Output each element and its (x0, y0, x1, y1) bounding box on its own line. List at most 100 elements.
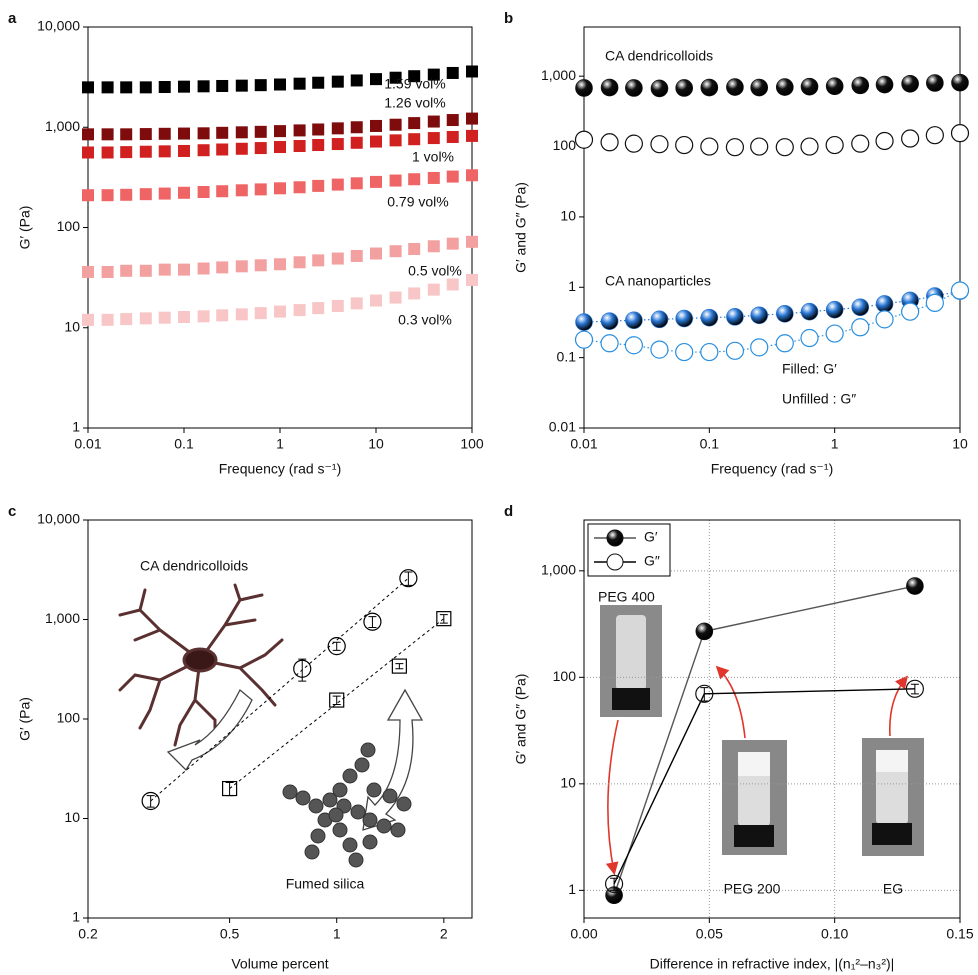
data-point (800, 328, 819, 348)
data-point (466, 129, 478, 142)
y-tick-label: 1 (72, 419, 80, 435)
data-point (197, 127, 210, 140)
fit-line (150, 577, 409, 802)
data-point (158, 311, 171, 324)
data-point (312, 139, 325, 152)
data-point (695, 622, 714, 641)
data-point (389, 118, 402, 131)
annotation: EG (883, 881, 903, 897)
x-tick-label: 10 (952, 436, 968, 452)
annotation: PEG 200 (724, 881, 781, 897)
data-point (158, 127, 171, 140)
error-bar (146, 795, 155, 808)
annotation: CA dendricolloids (605, 48, 713, 64)
data-point (370, 175, 382, 188)
data-point (725, 138, 745, 157)
x-tick-label: 0.2 (78, 926, 98, 942)
data-point (624, 134, 643, 153)
data-point (726, 78, 744, 96)
data-point (574, 130, 594, 149)
data-point (101, 146, 114, 159)
data-point (350, 297, 363, 310)
error-bar (332, 641, 341, 651)
x-tick-label: 0.01 (74, 436, 101, 452)
data-point (575, 313, 593, 331)
annotation: Fumed silica (286, 876, 365, 892)
data-point (197, 186, 210, 199)
data-point (575, 79, 593, 97)
data-point (436, 611, 452, 627)
vial-photos (600, 605, 924, 856)
data-point (600, 78, 619, 97)
data-point (141, 791, 160, 811)
data-point (178, 127, 190, 140)
y-tick-label: 10 (560, 208, 576, 224)
x-tick-label: 0.1 (700, 436, 720, 452)
data-point (650, 340, 669, 359)
annotation: Unfilled : G″ (782, 391, 856, 407)
data-point (408, 70, 421, 83)
y-axis-label: G′ and G″ (Pa) (513, 674, 529, 765)
plot-frame (87, 26, 473, 429)
data-point (82, 189, 94, 202)
data-point (331, 122, 344, 135)
data-point (675, 342, 694, 362)
data-point (427, 171, 440, 184)
data-point (350, 249, 363, 262)
data-point (427, 283, 440, 296)
data-point (775, 78, 794, 96)
y-tick-label: 0.1 (557, 348, 577, 364)
y-tick-label: 1 (72, 909, 80, 925)
data-point (925, 126, 944, 145)
data-point (408, 133, 421, 146)
data-point (101, 189, 114, 202)
data-point (446, 278, 459, 291)
y-tick-label: 10 (64, 318, 80, 334)
data-point (178, 144, 190, 157)
data-point (427, 115, 440, 128)
data-point (82, 313, 94, 326)
pointer-arrows (605, 665, 909, 876)
x-tick-label: 0.05 (696, 926, 723, 942)
data-point (312, 123, 325, 136)
data-point (625, 79, 643, 97)
x-axis-label: Frequency (rad s⁻¹) (711, 461, 834, 477)
data-point (700, 137, 719, 156)
x-tick-label: 0.15 (946, 926, 973, 942)
data-point (82, 128, 94, 141)
data-point (312, 179, 325, 192)
data-point (235, 142, 248, 155)
data-point (825, 77, 844, 96)
series-label: 0.3 vol% (398, 312, 452, 328)
data-point (216, 126, 229, 139)
data-point (466, 65, 478, 78)
data-point (82, 265, 94, 278)
data-point (446, 66, 459, 79)
y-tick-label: 1 (568, 881, 576, 897)
data-point (604, 874, 624, 893)
data-point (158, 263, 171, 276)
data-point (197, 310, 210, 323)
legend-marker (606, 529, 624, 547)
y-axis-label: G′ (Pa) (17, 206, 33, 250)
data-point (408, 287, 421, 300)
data-point (901, 302, 920, 321)
data-point (800, 302, 819, 321)
data-point (139, 188, 152, 201)
data-point (926, 74, 944, 92)
x-axis-label: Frequency (rad s⁻¹) (219, 461, 342, 477)
x-tick-label: 0.5 (220, 926, 240, 942)
data-point (254, 125, 267, 138)
arrow-illustration (166, 688, 424, 831)
data-point (350, 121, 363, 134)
data-point (331, 299, 344, 312)
data-point (120, 264, 133, 277)
data-point (600, 133, 619, 152)
data-point (389, 174, 402, 187)
y-tick-label: 100 (57, 218, 81, 234)
annotation: PEG 400 (598, 589, 655, 605)
data-point (625, 311, 643, 330)
data-point (750, 78, 769, 97)
error-bar (910, 683, 919, 695)
data-point (274, 141, 286, 154)
